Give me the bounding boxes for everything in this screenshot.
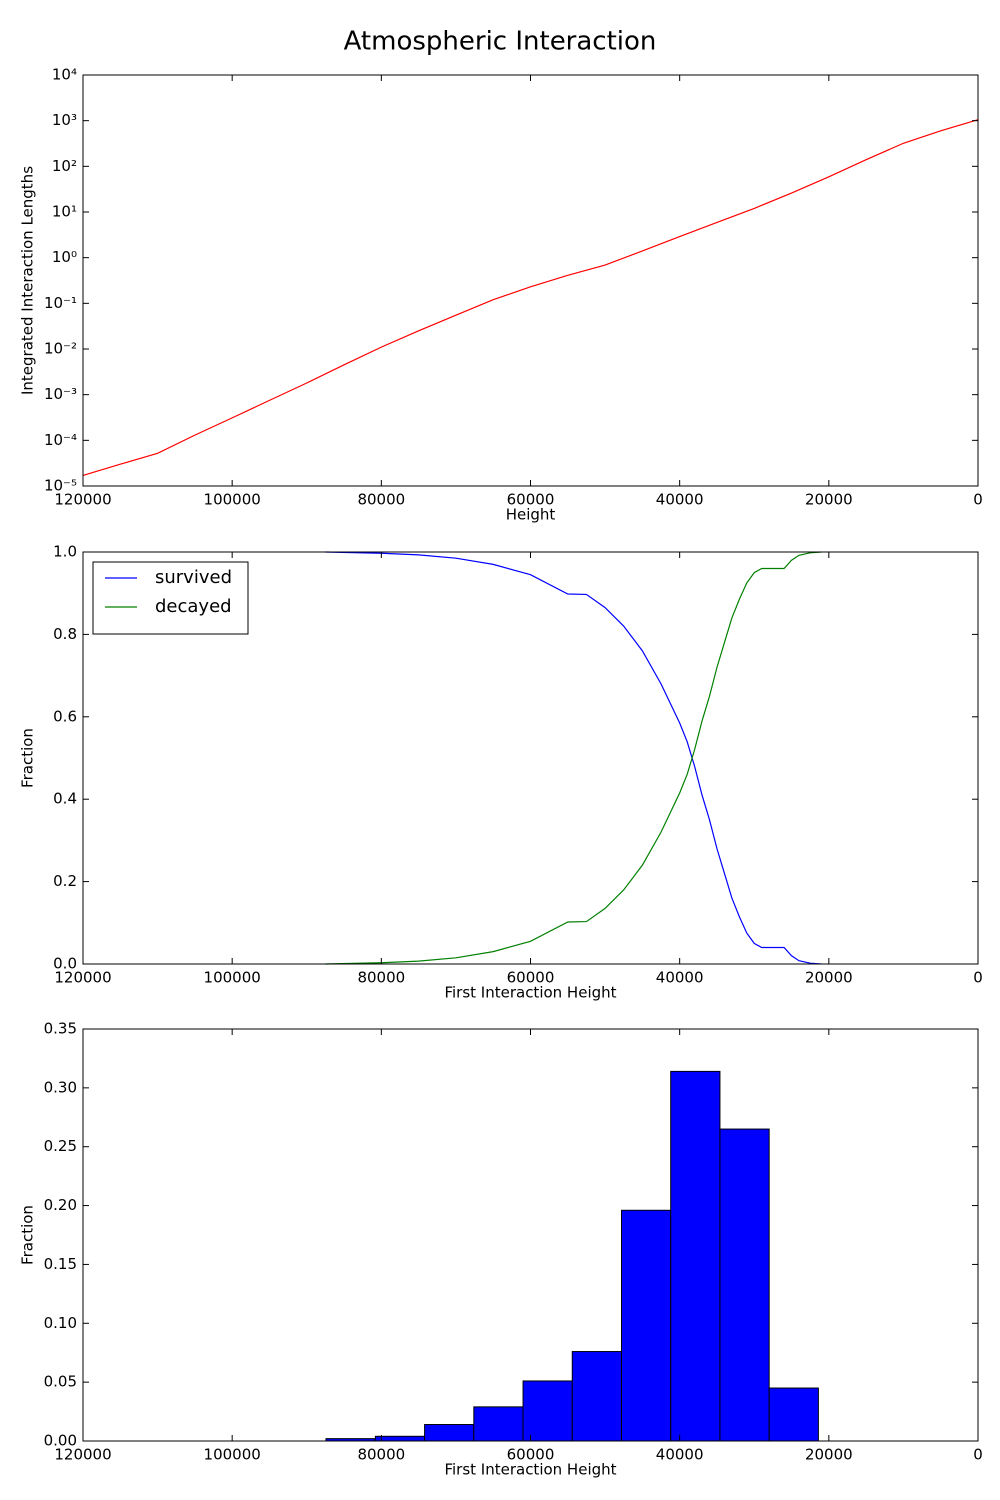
y-axis-label: Fraction (19, 1205, 37, 1265)
bar (620, 1209, 672, 1442)
bar (719, 1128, 770, 1442)
y-axis-label: Integrated Interaction Lengths (19, 166, 37, 395)
x-tick-label: 80000 (357, 969, 405, 987)
x-tick-label: 60000 (507, 491, 555, 509)
line-series (82, 119, 979, 477)
legend-box (92, 561, 249, 635)
line-series (325, 551, 822, 965)
x-tick-label: 20000 (805, 969, 853, 987)
y-tick-label: 0.20 (44, 1196, 77, 1214)
x-tick-label: 120000 (54, 969, 111, 987)
y-tick-label: 1.0 (53, 543, 77, 561)
y-tick-label: 0.25 (44, 1137, 77, 1155)
bar (571, 1351, 622, 1442)
x-tick-label: 40000 (656, 969, 704, 987)
x-tick-label: 20000 (805, 491, 853, 509)
x-tick-label: 100000 (204, 491, 261, 509)
x-tick-label: 100000 (204, 969, 261, 987)
x-tick-label: 120000 (54, 491, 111, 509)
y-tick-label: 10⁻¹ (44, 294, 77, 312)
y-tick-label: 10⁰ (52, 248, 77, 266)
legend-label: survived (155, 567, 232, 588)
y-tick-label: 10² (52, 157, 77, 175)
x-axis-label: First Interaction Height (444, 1461, 616, 1479)
y-tick-label: 10⁻² (44, 340, 77, 358)
legend-label: decayed (155, 596, 232, 617)
y-tick-label: 0.05 (44, 1373, 77, 1391)
y-tick-label: 0.2 (53, 872, 77, 890)
y-tick-label: 0.0 (53, 955, 77, 973)
y-tick-label: 10³ (52, 111, 77, 129)
y-tick-label: 0.15 (44, 1255, 77, 1273)
x-axis-label: Height (506, 506, 556, 524)
y-tick-label: 0.4 (53, 790, 77, 808)
y-tick-label: 10⁻⁴ (44, 431, 77, 449)
y-tick-label: 10¹ (52, 203, 77, 221)
x-tick-label: 100000 (204, 1446, 261, 1464)
bar (374, 1435, 426, 1442)
y-tick-label: 0.00 (44, 1432, 77, 1450)
legend: survived decayed (92, 561, 249, 635)
y-tick-label: 0.8 (53, 625, 77, 643)
bar (473, 1406, 524, 1442)
x-tick-label: 120000 (54, 1446, 111, 1464)
x-tick-label: 0 (973, 969, 983, 987)
x-axis-label: First Interaction Height (444, 984, 616, 1002)
x-tick-label: 60000 (507, 969, 555, 987)
y-tick-label: 0.35 (44, 1020, 77, 1038)
y-tick-label: 0.6 (53, 707, 77, 725)
bar (768, 1387, 819, 1442)
x-tick-label: 20000 (805, 1446, 853, 1464)
x-tick-label: 80000 (357, 1446, 405, 1464)
y-tick-label: 0.30 (44, 1078, 77, 1096)
y-tick-label: 0.10 (44, 1314, 77, 1332)
x-tick-label: 40000 (656, 1446, 704, 1464)
x-tick-label: 0 (973, 1446, 983, 1464)
bar (670, 1070, 721, 1442)
x-tick-label: 40000 (656, 491, 704, 509)
bar (522, 1380, 573, 1442)
x-tick-label: 60000 (507, 1446, 555, 1464)
y-tick-label: 10⁻³ (44, 385, 77, 403)
line-series (325, 551, 822, 965)
figure-title: Atmospheric Interaction (344, 27, 657, 57)
x-tick-label: 80000 (357, 491, 405, 509)
y-tick-label: 10⁻⁵ (44, 477, 77, 495)
y-tick-label: 10⁴ (52, 66, 77, 84)
y-axis-label: Fraction (19, 728, 37, 788)
x-tick-label: 0 (973, 491, 983, 509)
bar (424, 1424, 475, 1442)
